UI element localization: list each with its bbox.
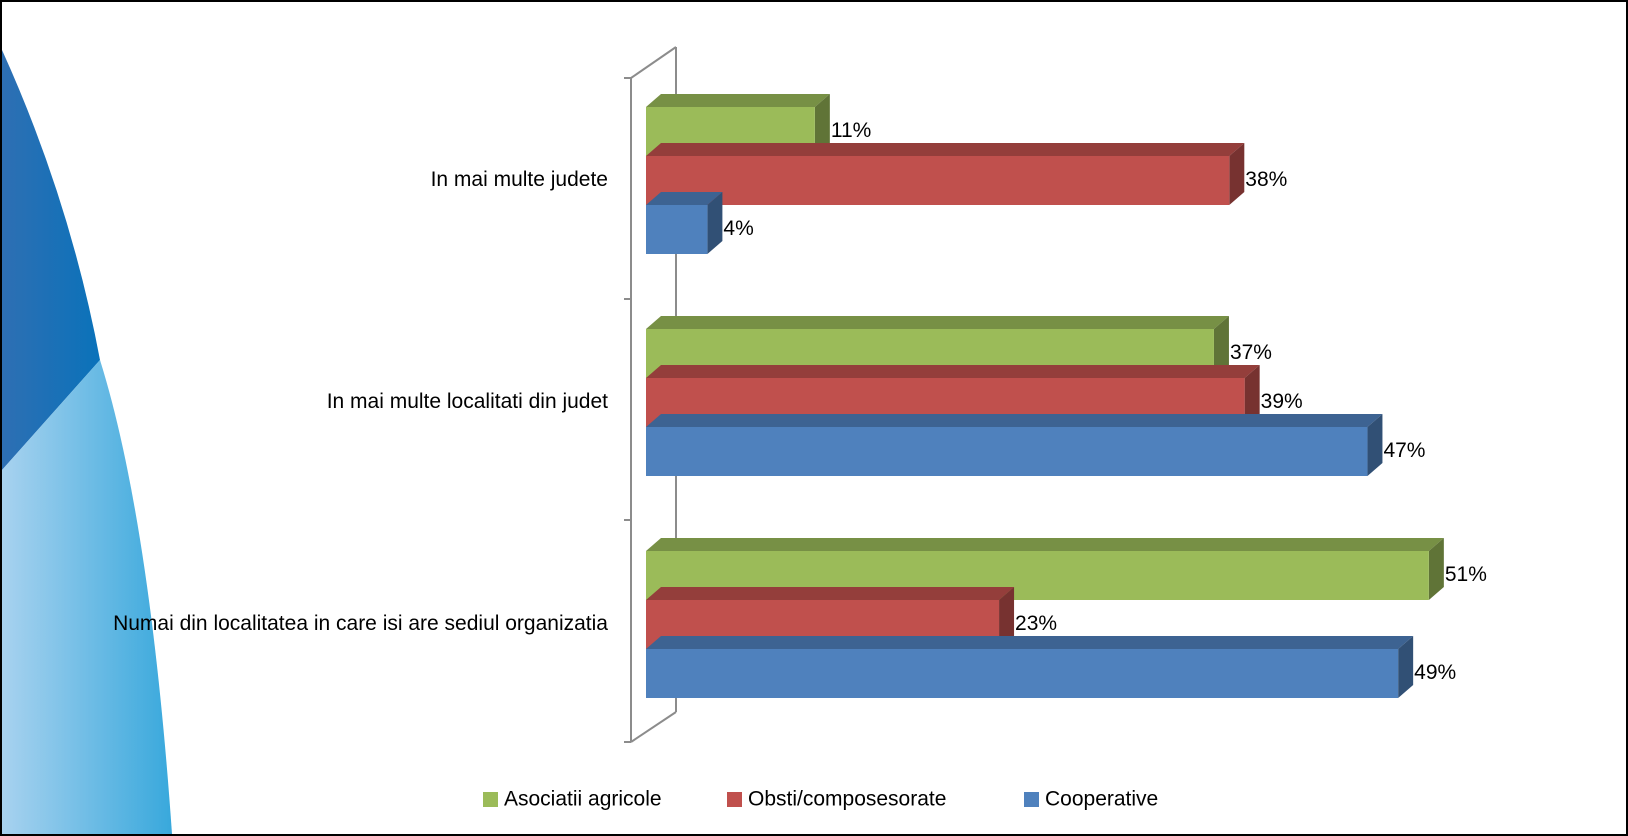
category-label: In mai multe judete (431, 168, 608, 191)
category-label: In mai multe localitati din judet (327, 390, 608, 413)
bar-top (646, 316, 1229, 329)
legend-label: Asociatii agricole (504, 788, 662, 811)
decor-shape (2, 360, 172, 834)
bar-top (646, 587, 1015, 600)
bar-top (646, 143, 1245, 156)
bar-top (646, 94, 830, 107)
value-label: 23% (1015, 612, 1057, 635)
bar-side (1428, 538, 1444, 600)
bar-top (646, 192, 723, 205)
bar-side (1213, 316, 1229, 378)
legend-swatch (1024, 792, 1039, 807)
legend-swatch (727, 792, 742, 807)
bar-side (1244, 365, 1260, 427)
value-label: 47% (1383, 439, 1425, 462)
bar-top (646, 538, 1444, 551)
bar (646, 205, 708, 254)
bar-side (1398, 636, 1414, 698)
legend-swatch (483, 792, 498, 807)
bar-side (1367, 414, 1383, 476)
category-label: Numai din localitatea in care isi are se… (113, 612, 608, 635)
value-label: 4% (723, 217, 753, 240)
value-label: 49% (1414, 661, 1456, 684)
legend-label: Obsti/composesorate (748, 788, 946, 811)
bar-side (999, 587, 1015, 649)
bar-top (646, 365, 1260, 378)
value-label: 37% (1230, 341, 1272, 364)
value-label: 51% (1445, 563, 1487, 586)
bar (646, 427, 1368, 476)
bar-side (814, 94, 830, 156)
bar-top (646, 636, 1414, 649)
legend-label: Cooperative (1045, 788, 1158, 811)
value-label: 11% (831, 119, 871, 142)
bar-top (646, 414, 1383, 427)
bar (646, 156, 1230, 205)
value-label: 38% (1245, 168, 1287, 191)
bar (646, 649, 1399, 698)
bar-side (1229, 143, 1245, 205)
value-label: 39% (1261, 390, 1303, 413)
decor-shape (2, 50, 100, 470)
bar-side (707, 192, 723, 254)
